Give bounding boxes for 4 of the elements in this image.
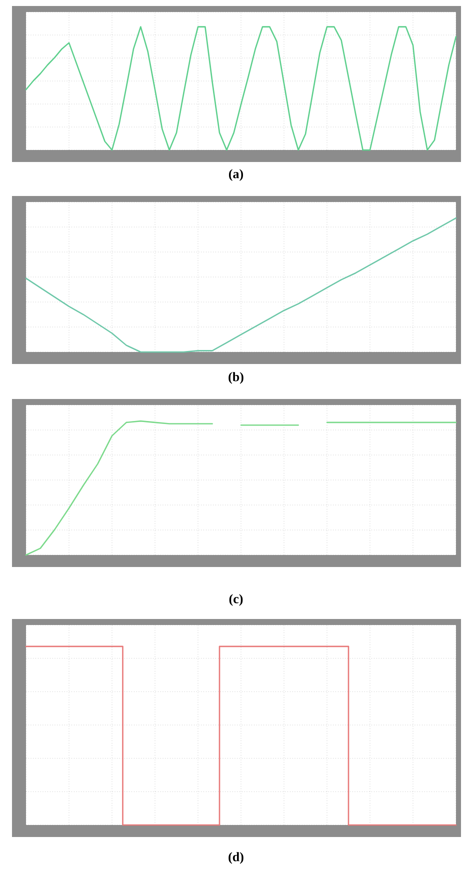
text: (c) (229, 594, 243, 606)
text: (b) (228, 372, 244, 384)
text: (a) (228, 169, 244, 181)
text: (d) (228, 852, 244, 864)
